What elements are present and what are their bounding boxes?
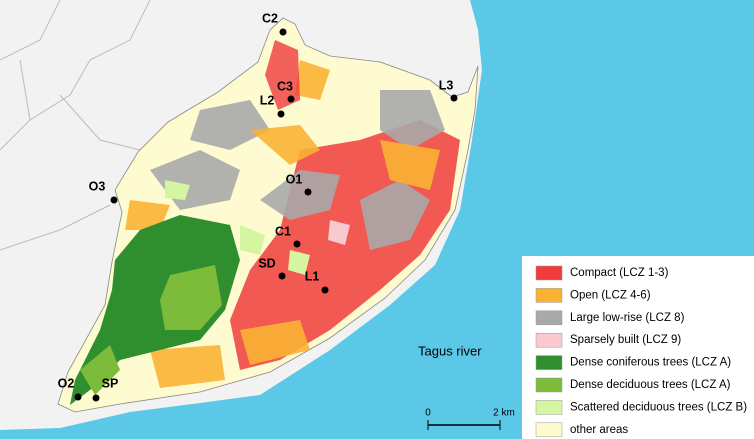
station-label: O3 (89, 179, 106, 193)
legend-label: Sparsely built (LCZ 9) (570, 334, 681, 346)
station-label: SD (258, 256, 275, 270)
water-label: Tagus river (418, 343, 482, 358)
station-label: C1 (275, 224, 291, 238)
station-label: C2 (262, 11, 278, 25)
station-label: L2 (260, 93, 275, 107)
station-label: O2 (58, 376, 75, 390)
station-point (293, 240, 301, 248)
legend-label: Large low-rise (LCZ 8) (570, 312, 685, 324)
station-label: SP (102, 376, 119, 390)
land-cover (70, 40, 460, 405)
scale-end: 2 km (493, 408, 515, 419)
station-label: L1 (305, 269, 320, 283)
scale-bar: 0 2 km (425, 408, 515, 430)
legend-swatch (535, 400, 563, 415)
legend-swatch (535, 355, 563, 370)
station-point (278, 272, 286, 280)
legend-swatch (535, 422, 563, 438)
station-label: L3 (439, 78, 454, 92)
station-point (321, 286, 329, 294)
station-point (110, 196, 118, 204)
station-label: O1 (286, 172, 303, 186)
station-point (450, 94, 458, 102)
legend-swatch (535, 377, 563, 393)
legend-label: other areas (570, 424, 628, 436)
station-point (74, 393, 82, 401)
legend-label: Dense deciduous trees (LCZ A) (570, 379, 731, 391)
legend-label: Compact (LCZ 1-3) (570, 267, 669, 279)
station-point (287, 95, 295, 103)
station-point (279, 28, 287, 36)
legend-label: Scattered deciduous trees (LCZ B) (570, 401, 747, 413)
station-point (277, 110, 285, 118)
station-label: C3 (277, 79, 293, 93)
legend-label: Open (LCZ 4-6) (570, 289, 651, 301)
legend-swatch (535, 288, 563, 303)
legend-label: Dense coniferous trees (LCZ A) (570, 357, 731, 369)
legend-swatch (535, 265, 563, 281)
legend-swatch (535, 310, 563, 326)
station-point (304, 188, 312, 196)
boundary-lines (0, 0, 151, 251)
scale-start: 0 (425, 408, 431, 419)
legend-swatch (535, 332, 563, 348)
station-point (92, 394, 100, 402)
